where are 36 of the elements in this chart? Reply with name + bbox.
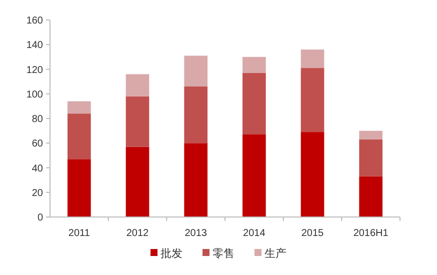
x-tick-label: 2012 [126, 228, 150, 239]
y-tick-label: 80 [32, 114, 44, 125]
y-tick-label: 160 [26, 16, 44, 26]
legend-label: 零售 [212, 248, 234, 260]
bar [126, 146, 150, 217]
y-tick-label: 140 [26, 40, 44, 52]
bar [126, 96, 150, 147]
bar [242, 56, 266, 73]
bar [300, 50, 324, 68]
y-tick-label: 60 [32, 138, 44, 150]
x-tick-label: 2015 [301, 228, 324, 239]
bar [68, 114, 91, 160]
bar [242, 72, 266, 135]
y-tick-label: 100 [26, 89, 44, 100]
y-tick-label: 120 [26, 64, 44, 76]
x-tick-label: 2014 [243, 228, 266, 239]
bar [300, 68, 324, 132]
x-tick-label: 2013 [184, 228, 208, 239]
bar [359, 139, 382, 176]
bar [359, 176, 382, 217]
bar [242, 134, 266, 217]
y-tick-label: 0 [37, 212, 44, 224]
bar [68, 101, 91, 114]
bar [126, 74, 150, 96]
bar [68, 159, 91, 217]
y-tick-label: 40 [32, 163, 44, 174]
bar [359, 130, 382, 140]
y-tick-label: 20 [32, 188, 44, 199]
x-tick-label: 2011 [68, 228, 90, 239]
bar [184, 86, 208, 144]
bar [184, 56, 208, 86]
legend-label: 生产 [264, 247, 286, 260]
bar [184, 143, 208, 217]
bar [300, 132, 324, 217]
x-tick-label: 2016H1 [353, 228, 389, 239]
legend-label: 批发 [160, 248, 182, 260]
